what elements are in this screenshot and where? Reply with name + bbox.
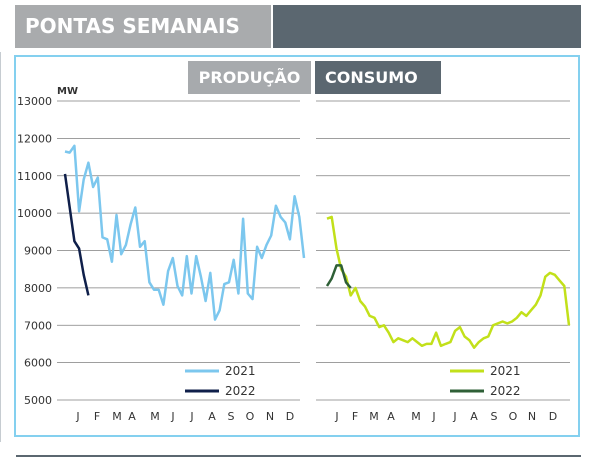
x-tick-label: J xyxy=(75,410,79,423)
x-tick-label: M xyxy=(112,410,122,423)
x-tick-label: J xyxy=(452,410,456,423)
x-tick-label: S xyxy=(491,410,498,423)
x-tick-label: M xyxy=(150,410,160,423)
page-title: PONTAS SEMANAIS xyxy=(15,5,271,48)
x-tick-label: M xyxy=(411,410,421,423)
production-panel-label: PRODUÇÃO xyxy=(188,61,311,94)
y-tick-label: 12000 xyxy=(17,132,52,145)
x-tick-label: D xyxy=(286,410,294,423)
series-lines xyxy=(63,144,571,349)
legends: 2021 2022 2021 2022 xyxy=(185,364,521,398)
x-tick-label: O xyxy=(246,410,255,423)
y-tick-label: 13000 xyxy=(17,95,52,108)
y-tick-label: 9000 xyxy=(24,245,52,258)
x-tick-label: N xyxy=(266,410,274,423)
consumption-panel-label: CONSUMO xyxy=(315,61,441,94)
y-tick-label: 8000 xyxy=(24,282,52,295)
x-tick-label: J xyxy=(189,410,193,423)
left-divider xyxy=(0,52,1,442)
x-tick-label: O xyxy=(509,410,518,423)
header-accent-block xyxy=(273,5,581,48)
chart-frame xyxy=(14,55,580,437)
gridlines xyxy=(57,100,570,401)
legend-label: 2022 xyxy=(225,384,256,398)
x-tick-label: J xyxy=(431,410,435,423)
x-tick-label: N xyxy=(528,410,536,423)
x-tick-label: D xyxy=(549,410,557,423)
legend-label: 2022 xyxy=(490,384,521,398)
x-tick-label: F xyxy=(94,410,100,423)
series-line-2022 xyxy=(63,173,90,296)
y-tick-label: 6000 xyxy=(24,357,52,370)
x-tick-label: M xyxy=(369,410,379,423)
x-tick-label: A xyxy=(128,410,136,423)
series-line-2022 xyxy=(325,264,352,289)
x-tick-label: F xyxy=(352,410,358,423)
header-bar: PONTAS SEMANAIS xyxy=(0,0,591,50)
x-tick-label: A xyxy=(387,410,395,423)
y-tick-label: 10000 xyxy=(17,207,52,220)
legend-label: 2021 xyxy=(490,364,521,378)
x-tick-label: A xyxy=(470,410,478,423)
y-axis-ticks: 5000 6000 7000 8000 9000 10000 11000 12000 13000 xyxy=(17,95,52,407)
bottom-divider xyxy=(16,455,581,457)
x-tick-label: A xyxy=(208,410,216,423)
y-tick-label: 7000 xyxy=(24,319,52,332)
y-tick-label: 5000 xyxy=(24,394,52,407)
x-tick-label: S xyxy=(228,410,235,423)
y-tick-label: 11000 xyxy=(17,170,52,183)
y-axis-unit: MW xyxy=(57,86,78,97)
x-tick-label: J xyxy=(170,410,174,423)
series-line-2021 xyxy=(326,215,571,349)
legend-label: 2021 xyxy=(225,364,256,378)
x-tick-label: J xyxy=(334,410,338,423)
series-line-2021 xyxy=(64,144,306,321)
